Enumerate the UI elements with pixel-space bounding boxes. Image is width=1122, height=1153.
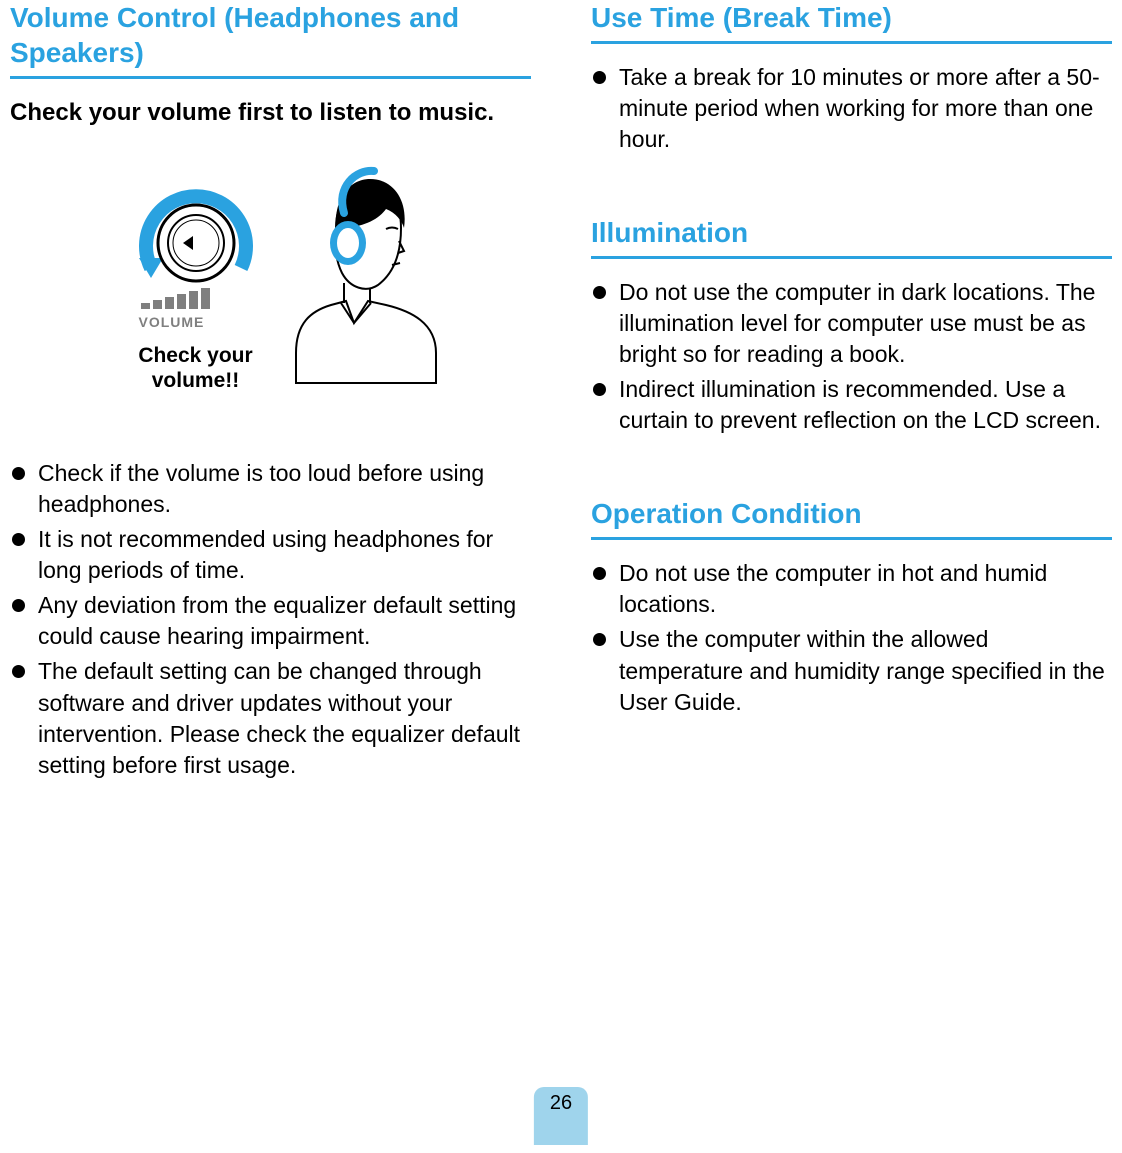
volume-illustration-wrap: VOLUME Check your volume!! [10, 158, 531, 418]
volume-control-section: Volume Control (Headphones and Speakers)… [10, 0, 531, 781]
use-time-section: Use Time (Break Time) Take a break for 1… [591, 0, 1112, 155]
illumination-section: Illumination Do not use the computer in … [591, 215, 1112, 436]
section-title-illumination: Illumination [591, 215, 1112, 259]
list-item: Use the computer within the allowed temp… [591, 624, 1112, 717]
list-item: It is not recommended using headphones f… [10, 524, 531, 586]
page-number-badge: 26 [534, 1087, 588, 1145]
list-item: Take a break for 10 minutes or more afte… [591, 62, 1112, 155]
operation-bullet-list: Do not use the computer in hot and humid… [591, 558, 1112, 717]
list-item: The default setting can be changed throu… [10, 656, 531, 780]
operation-section: Operation Condition Do not use the compu… [591, 496, 1112, 717]
volume-bullet-list: Check if the volume is too loud before u… [10, 458, 531, 780]
volume-bars-icon [141, 288, 210, 309]
section-title-volume: Volume Control (Headphones and Speakers) [10, 0, 531, 79]
list-item: Indirect illumination is recommended. Us… [591, 374, 1112, 436]
volume-knob-label: VOLUME [139, 314, 205, 330]
volume-subhead: Check your volume first to listen to mus… [10, 97, 531, 128]
right-column: Use Time (Break Time) Take a break for 1… [591, 0, 1112, 841]
use-time-bullet-list: Take a break for 10 minutes or more afte… [591, 62, 1112, 155]
left-column: Volume Control (Headphones and Speakers)… [10, 0, 531, 841]
section-title-use-time: Use Time (Break Time) [591, 0, 1112, 44]
volume-illustration: VOLUME Check your volume!! [101, 158, 441, 418]
list-item: Do not use the computer in hot and humid… [591, 558, 1112, 620]
illustration-caption: Check your volume!! [121, 343, 271, 393]
list-item: Check if the volume is too loud before u… [10, 458, 531, 520]
list-item: Any deviation from the equalizer default… [10, 590, 531, 652]
illumination-bullet-list: Do not use the computer in dark location… [591, 277, 1112, 436]
list-item: Do not use the computer in dark location… [591, 277, 1112, 370]
section-title-operation: Operation Condition [591, 496, 1112, 540]
